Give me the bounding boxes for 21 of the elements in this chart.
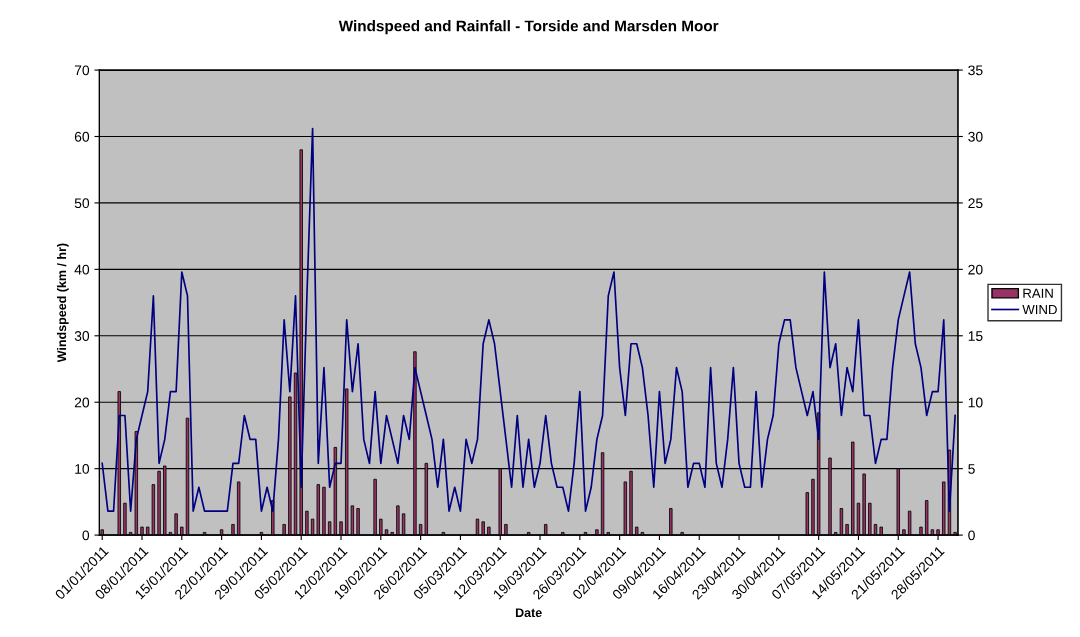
y2-tick-label: 20 xyxy=(968,264,983,275)
y-tick-label: 20 xyxy=(74,397,90,408)
legend-label: WIND xyxy=(1022,305,1057,315)
x-axis-title: Date xyxy=(515,608,542,618)
y2-tick-label: 30 xyxy=(968,131,983,142)
y-axis-title: Windspeed (km / hr) xyxy=(56,243,69,363)
y2-tick-label: 0 xyxy=(968,530,975,541)
y-tick-label: 40 xyxy=(74,264,90,275)
y-tick-label: 0 xyxy=(82,530,90,541)
y2-tick-label: 15 xyxy=(968,331,983,341)
y2-tick-label: 25 xyxy=(968,198,983,209)
y-tick-label: 60 xyxy=(74,131,90,142)
chart-title: Windspeed and Rainfall - Torside and Marsden Moor xyxy=(338,20,719,35)
y2-tick-label: 35 xyxy=(968,65,983,76)
y-tick-label: 70 xyxy=(74,65,90,76)
legend-label: RAIN xyxy=(1023,288,1053,298)
y2-tick-label: 10 xyxy=(968,397,983,408)
y-tick-label: 50 xyxy=(74,198,90,209)
y-tick-label: 10 xyxy=(75,463,90,474)
y2-tick-label: 5 xyxy=(968,464,975,474)
y-tick-label: 30 xyxy=(74,331,90,341)
